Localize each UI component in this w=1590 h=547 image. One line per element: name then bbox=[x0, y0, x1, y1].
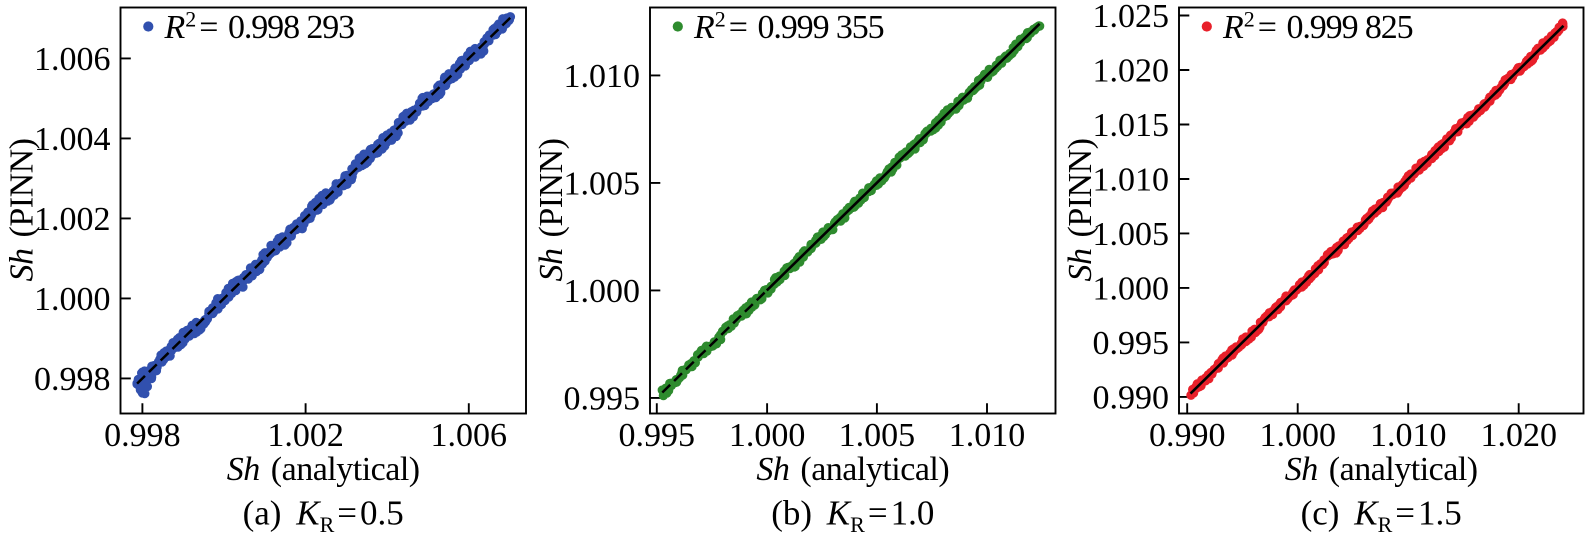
svg-text:0.998: 0.998 bbox=[34, 361, 111, 398]
svg-text:1.020: 1.020 bbox=[1480, 417, 1557, 454]
svg-text:Sh (analytical): Sh (analytical) bbox=[1285, 451, 1478, 488]
svg-text:0.998: 0.998 bbox=[104, 417, 181, 454]
svg-text:1.000: 1.000 bbox=[34, 281, 111, 318]
svg-text:0.995: 0.995 bbox=[564, 380, 641, 417]
svg-text:Sh (PINN): Sh (PINN) bbox=[533, 139, 570, 282]
svg-text:0.990: 0.990 bbox=[1149, 417, 1226, 454]
svg-text:1.015: 1.015 bbox=[1093, 107, 1170, 144]
svg-text:1.010: 1.010 bbox=[1093, 162, 1170, 199]
svg-text:1.000: 1.000 bbox=[1093, 270, 1170, 307]
svg-text:1.000: 1.000 bbox=[1259, 417, 1336, 454]
svg-text:R2=0.999 355: R2= 0.999 355 bbox=[693, 7, 884, 47]
svg-text:1.010: 1.010 bbox=[949, 417, 1026, 454]
svg-text:1.006: 1.006 bbox=[431, 417, 508, 454]
svg-text:R2=0.998 293: R2= 0.998 293 bbox=[164, 7, 355, 47]
svg-text:1.010: 1.010 bbox=[1370, 417, 1447, 454]
svg-text:1.004: 1.004 bbox=[34, 121, 111, 158]
svg-text:(c) KR=1.5: (c) KR=1.5 bbox=[1301, 494, 1462, 538]
svg-text:0.990: 0.990 bbox=[1093, 379, 1170, 416]
svg-text:1.006: 1.006 bbox=[34, 41, 111, 78]
svg-text:(a) KR=0.5: (a) KR=0.5 bbox=[243, 494, 404, 538]
svg-text:1.005: 1.005 bbox=[564, 165, 641, 202]
svg-text:Sh (analytical): Sh (analytical) bbox=[756, 451, 949, 488]
svg-text:1.005: 1.005 bbox=[839, 417, 916, 454]
svg-text:Sh (analytical): Sh (analytical) bbox=[227, 451, 420, 488]
svg-text:R2=0.999 825: R2= 0.999 825 bbox=[1222, 7, 1413, 47]
svg-text:1.000: 1.000 bbox=[564, 273, 641, 310]
svg-text:1.020: 1.020 bbox=[1093, 53, 1170, 90]
svg-text:1.005: 1.005 bbox=[1093, 216, 1170, 253]
svg-text:0.995: 0.995 bbox=[1093, 325, 1170, 362]
svg-text:Sh (PINN): Sh (PINN) bbox=[1062, 139, 1099, 282]
svg-text:1.002: 1.002 bbox=[267, 417, 344, 454]
svg-text:1.010: 1.010 bbox=[564, 58, 641, 95]
svg-text:1.000: 1.000 bbox=[729, 417, 806, 454]
svg-text:1.025: 1.025 bbox=[1093, 0, 1170, 35]
svg-text:Sh (PINN): Sh (PINN) bbox=[4, 139, 41, 282]
svg-text:0.995: 0.995 bbox=[619, 417, 696, 454]
svg-text:1.002: 1.002 bbox=[34, 201, 111, 238]
